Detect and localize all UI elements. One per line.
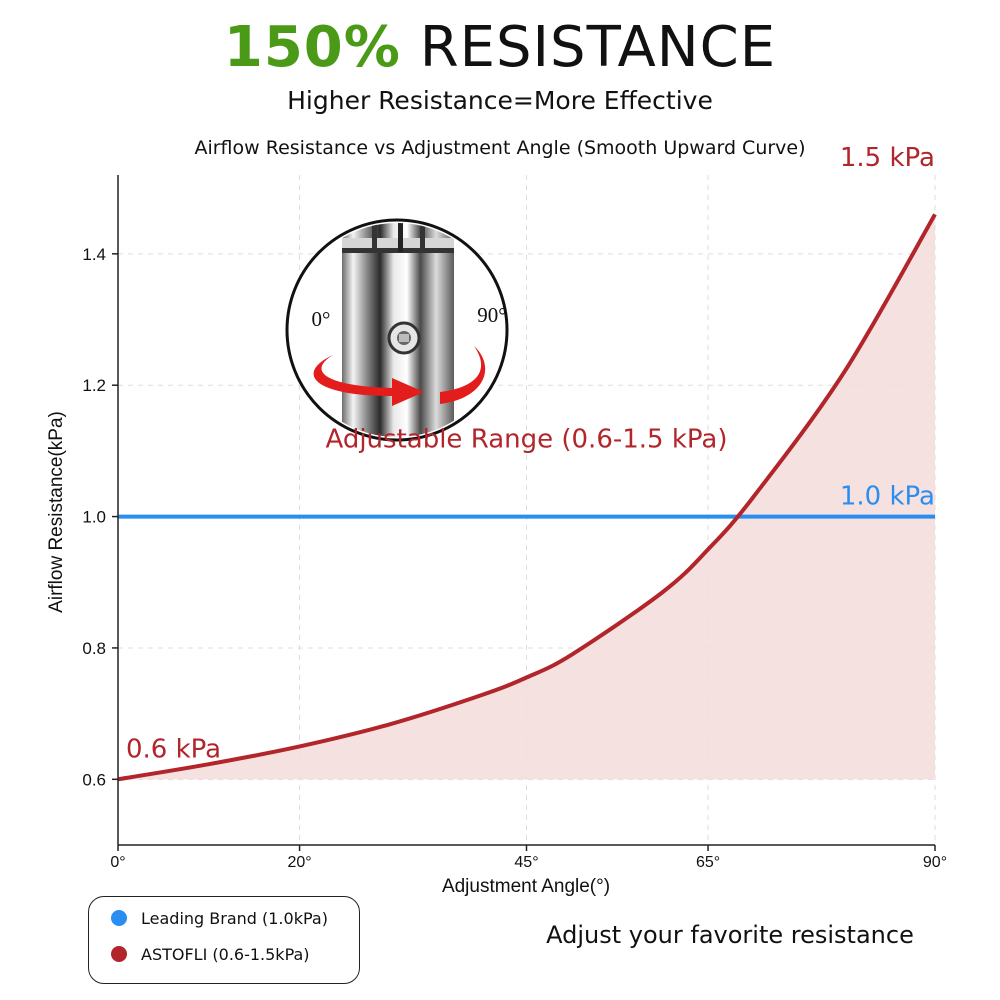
y-tick-label: 0.6 (82, 770, 106, 789)
legend: Leading Brand (1.0kPa) ASTOFLI (0.6-1.5k… (88, 896, 360, 984)
footer-note: Adjust your favorite resistance (546, 921, 914, 949)
headline: 150% RESISTANCE (0, 12, 1000, 84)
y-tick-label: 1.2 (82, 376, 106, 395)
chart-annotation: 0.6 kPa (126, 734, 221, 764)
y-ticks-layer: 0.6 0.8 1.0 1.2 1.4 (82, 245, 118, 789)
legend-dot-blue (111, 910, 127, 926)
legend-item-astofli: ASTOFLI (0.6-1.5kPa) (111, 941, 310, 967)
legend-label: ASTOFLI (0.6-1.5kPa) (141, 944, 310, 964)
headline-word: RESISTANCE (419, 15, 777, 80)
resistance-fill-area (118, 214, 935, 780)
chart-annotation: 1.5 kPa (840, 143, 935, 173)
annotations-layer: 1.5 kPa 1.0 kPa 0.6 kPa Adjustable Range (0… (126, 143, 935, 764)
chart-title: Airflow Resistance vs Adjustment Angle (… (194, 137, 806, 159)
legend-label: Leading Brand (1.0kPa) (141, 908, 328, 928)
adjustable-valve-icon: 0° 90° (285, 218, 509, 442)
inset-label-start: 0° (312, 307, 331, 331)
y-axis-label: Airflow Resistance(kPa) (46, 411, 67, 613)
y-tick-label: 1.0 (82, 508, 106, 527)
subheadline: Higher Resistance=More Effective (287, 86, 713, 115)
astofli-resistance-curve (117, 213, 937, 782)
headline-percent: 150% (223, 15, 401, 80)
chart-annotation: 1.0 kPa (840, 482, 935, 512)
x-tick-label: 45° (514, 854, 538, 871)
x-axis-label: Adjustment Angle(°) (442, 876, 610, 897)
x-tick-label: 90° (923, 854, 947, 871)
y-tick-label: 1.4 (82, 245, 106, 264)
x-tick-label: 65° (696, 854, 720, 871)
y-tick-label: 0.8 (82, 639, 106, 658)
x-tick-label: 20° (287, 854, 311, 871)
legend-item-leading-brand: Leading Brand (1.0kPa) (111, 905, 328, 931)
inset-label-end: 90° (477, 303, 506, 327)
x-tick-label: 0° (110, 854, 125, 871)
x-ticks-layer: 0° 20° 45° 65° 90° (110, 845, 947, 871)
legend-dot-red (111, 946, 127, 962)
chart-annotation: Adjustable Range (0.6-1.5 kPa) (326, 425, 728, 455)
